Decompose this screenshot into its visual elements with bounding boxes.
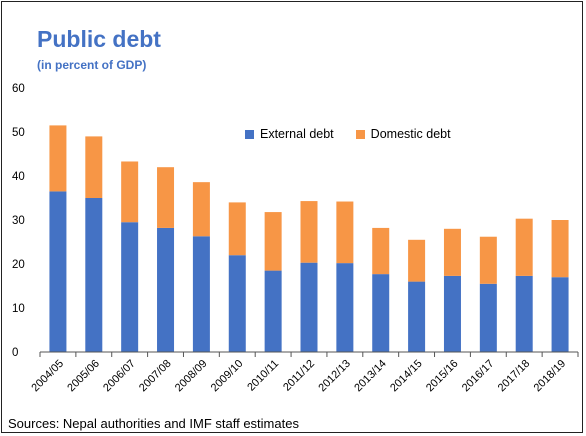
bar-external-debt — [192, 236, 210, 352]
bar-domestic-debt — [300, 201, 318, 263]
legend-label-domestic: Domestic debt — [370, 127, 451, 141]
chart-source-note: Sources: Nepal authorities and IMF staff… — [8, 416, 299, 431]
chart-subtitle: (in percent of GDP) — [37, 58, 147, 72]
bar-external-debt — [372, 274, 390, 352]
bar-domestic-debt — [157, 167, 175, 228]
legend-item-domestic: Domestic debt — [355, 127, 451, 141]
bar-external-debt — [264, 270, 282, 352]
bar-domestic-debt — [228, 202, 246, 256]
y-tick-label: 10 — [12, 303, 25, 315]
x-tick-label: 2008/09 — [173, 358, 210, 395]
bar-external-debt — [479, 283, 497, 352]
x-tick-label: 2010/11 — [245, 358, 281, 394]
bar-domestic-debt — [85, 136, 103, 198]
x-tick-label: 2016/17 — [460, 358, 497, 395]
x-tick-label: 2006/07 — [101, 358, 138, 395]
bar-external-debt — [157, 227, 175, 352]
x-tick-label: 2017/18 — [496, 358, 533, 395]
bar-domestic-debt — [336, 201, 354, 264]
x-tick-label: 2011/12 — [281, 358, 317, 394]
x-tick-label: 2005/06 — [65, 358, 102, 395]
bar-domestic-debt — [192, 182, 210, 237]
x-tick-label: 2009/10 — [209, 358, 246, 395]
bar-domestic-debt — [551, 220, 569, 278]
bar-external-debt — [336, 263, 354, 352]
chart-title: Public debt — [37, 26, 161, 52]
x-tick-label: 2018/19 — [532, 358, 569, 395]
x-tick-label: 2013/14 — [352, 358, 389, 395]
legend-item-external: External debt — [245, 127, 334, 141]
y-tick-label: 60 — [12, 83, 25, 95]
bar-external-debt — [515, 275, 533, 352]
x-tick-label: 2007/08 — [137, 358, 174, 395]
bar-domestic-debt — [443, 228, 461, 276]
legend-swatch-external — [245, 129, 254, 139]
bar-external-debt — [228, 255, 246, 352]
bar-domestic-debt — [49, 125, 67, 192]
bar-external-debt — [300, 262, 318, 352]
y-tick-label: 30 — [12, 215, 25, 227]
x-tick-label: 2015/16 — [424, 358, 461, 395]
bar-external-debt — [408, 281, 426, 352]
y-tick-label: 0 — [12, 347, 18, 359]
bar-domestic-debt — [372, 227, 390, 275]
chart-legend: External debt Domestic debt — [245, 127, 451, 141]
y-tick-label: 20 — [12, 259, 25, 271]
x-tick-label: 2012/13 — [316, 358, 353, 395]
y-tick-label: 50 — [12, 127, 25, 139]
bar-domestic-debt — [479, 236, 497, 284]
bar-external-debt — [49, 191, 67, 352]
bar-external-debt — [85, 198, 103, 352]
legend-label-external: External debt — [260, 127, 334, 141]
bar-external-debt — [551, 277, 569, 352]
y-tick-label: 40 — [12, 171, 25, 183]
bar-external-debt — [443, 275, 461, 352]
bar-domestic-debt — [408, 239, 426, 282]
x-tick-label: 2014/15 — [388, 358, 425, 395]
bar-external-debt — [121, 222, 139, 352]
x-tick-label: 2004/05 — [29, 358, 66, 395]
legend-swatch-domestic — [355, 129, 365, 139]
bar-domestic-debt — [264, 212, 282, 271]
bar-domestic-debt — [121, 161, 139, 223]
bar-domestic-debt — [515, 218, 533, 276]
